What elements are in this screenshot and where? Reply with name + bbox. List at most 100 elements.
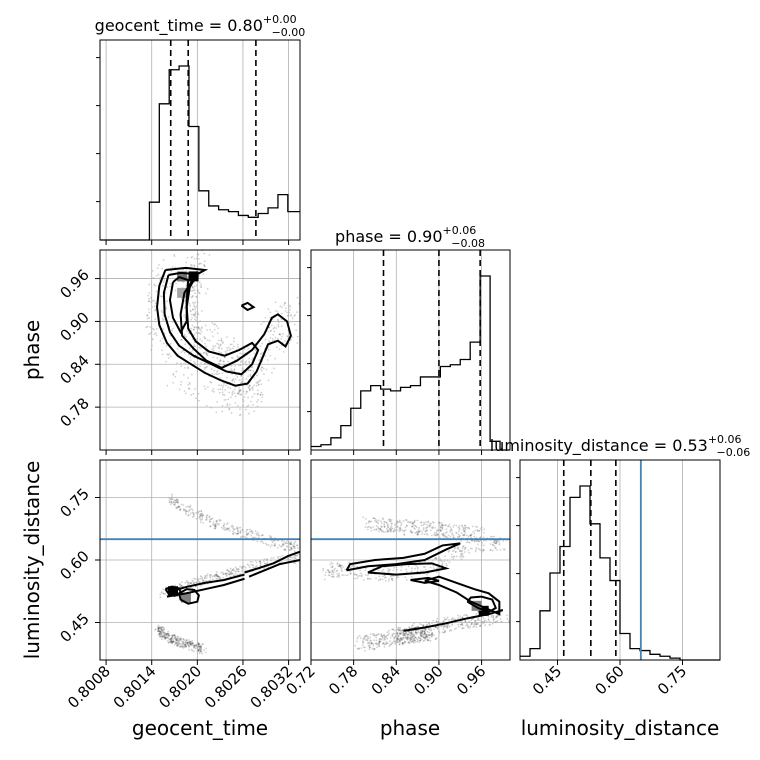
phase-ld-sample-point [403,533,406,536]
phase-ld-sample-point [397,638,399,640]
geocent-ld-sample-point [161,629,163,631]
geocent-phase-sample-point [239,408,241,411]
phase-ld-sample-point [493,541,496,544]
geocent-ld-sample-point [185,639,188,641]
geocent-ld-sample-point [179,638,182,641]
phase-ld-sample-point [438,529,441,531]
phase-ld-sample-point [369,521,372,523]
phase-ld-sample-point [420,634,423,637]
geocent-phase-sample-point [166,353,169,356]
geocent-phase-sample-point [227,360,230,363]
geocent-ld-sample-point [180,584,183,587]
geocent-phase-sample-point [261,396,264,399]
geocent-ld-sample-point [193,513,195,516]
phase-ld-sample-point [453,618,455,621]
geocent-phase-sample-point [230,412,233,414]
geocent-phase-sample-point [197,313,200,316]
geocent-phase-sample-point [220,337,223,340]
phase-ld-sample-point [375,528,378,531]
geocent-ld-sample-point [191,579,194,582]
geocent-phase-sample-point [148,333,150,336]
phase-ld-sample-point [445,535,447,538]
phase-ld-sample-point [476,529,479,531]
geocent-ld-sample-point [200,584,202,587]
geocent-phase-sample-point [231,357,234,359]
geocent-ld-sample-point [290,541,293,543]
phase-ld-sample-point [401,642,404,645]
geocent-ld-sample-point [169,498,172,501]
geocent-phase-sample-point [233,345,235,348]
geocent-phase-sample-point [166,286,169,289]
phase-ld-sample-point [364,639,367,642]
phase-ld-sample-point [373,639,376,642]
geocent-phase-sample-point [218,351,220,353]
phase-ld-sample-point [461,524,463,527]
phase-ld-sample-point [459,550,462,553]
phase-ld-sample-point [420,521,423,524]
phase-ld-sample-point [400,638,403,641]
phase-ld-sample-point [360,572,362,575]
geocent-ld-sample-point [203,579,205,582]
geocent-ld-sample-point [231,524,234,527]
geocent-phase-sample-point [246,390,248,393]
plot-layer: 0.780.840.900.960.80080.80140.80200.8026… [56,39,721,712]
phase-ld-sample-point [364,518,367,520]
phase-ld-sample-point [502,548,505,550]
phase-ld-sample-point [482,531,485,534]
phase-ld-sample-point [421,630,424,632]
geocent-ld-sample-point [209,579,211,582]
phase-ld-sample-point [458,625,460,628]
phase-ld-sample-point [421,634,424,637]
geocent-ld-sample-point [232,525,235,528]
geocent-phase-sample-point [234,402,237,404]
phase-ld-sample-point [444,630,447,633]
geocent-ld-sample-point [217,576,220,578]
phase-ld-sample-point [389,520,392,523]
geocent-ld-sample-point [192,515,195,518]
phase-ld-sample-point [384,638,386,641]
geocent-ld-sample-point [159,634,162,637]
phase-ld-sample-point [423,636,425,639]
phase-ld-sample-point [379,520,382,523]
phase-ld-sample-point [389,518,391,521]
phase-ld-sample-point [396,525,399,528]
phase-ld-sample-point [410,521,412,524]
geocent-ld-sample-point [170,640,173,643]
phase-ld-sample-point [477,617,480,620]
phase-ld-sample-point [399,626,402,629]
phase-ld-sample-point [417,625,420,628]
geocent-phase-sample-point [253,376,255,379]
geocent-ld-sample-point [193,581,196,584]
phase-ld-sample-point [356,647,359,650]
geocent-phase-sample-point [238,392,240,395]
phase-ld-sample-point [436,530,438,532]
geocent-ld-sample-point [159,630,162,633]
geocent-ld-sample-point [159,627,161,630]
geocent-ld-sample-point [200,644,202,647]
geocent-ld-sample-point [232,574,235,577]
phase-ld-sample-point [386,530,389,533]
geocent-phase-sample-point [230,365,233,367]
geocent-phase-sample-point [180,383,182,386]
geocent-ld-sample-point [186,581,189,584]
phase-ld-sample-point [399,632,402,635]
geocent-ld-sample-point [225,523,228,526]
geocent-ld-sample-point [209,525,212,527]
geocent-phase-sample-point [178,388,181,391]
geocent-phase-sample-point [208,339,211,342]
geocent-ld-sample-point [179,508,182,510]
phase-ld-sample-point [436,617,439,620]
geocent-ld-sample-point [187,645,190,648]
geocent-ld-sample-point [286,544,288,547]
geocent-ld-sample-point [191,642,194,645]
geocent-ld-sample-point [158,633,161,636]
geocent-phase-sample-point [284,307,287,310]
geocent-phase-sample-point [218,372,221,375]
geocent-phase-sample-point [229,343,232,346]
geocent-ld-sample-point [197,580,200,583]
geocent-phase-sample-point [274,310,277,312]
geocent-phase-density-peak [177,271,188,282]
geocent-phase-sample-point [194,308,197,310]
geocent-ld-sample-point [201,516,204,519]
phase-ld-sample-point [474,529,477,532]
